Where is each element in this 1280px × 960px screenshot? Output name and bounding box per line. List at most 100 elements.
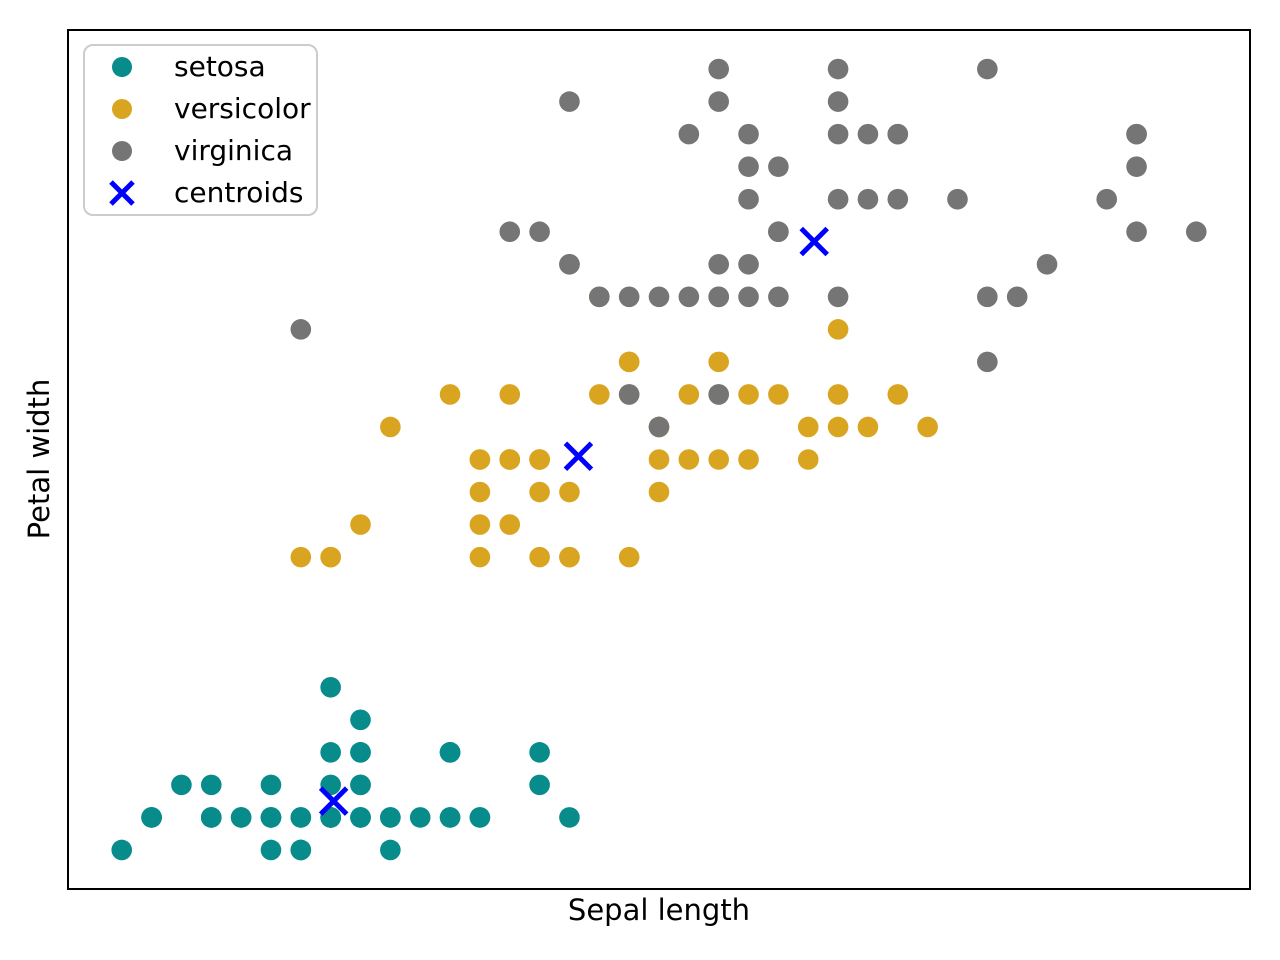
- data-point: [708, 351, 729, 373]
- data-point: [857, 123, 879, 145]
- legend: setosa versicolor virginica centroids: [83, 44, 318, 216]
- data-point: [290, 319, 312, 340]
- data-point: [171, 774, 192, 796]
- legend-label-centroids: centroids: [174, 176, 304, 209]
- data-point: [827, 123, 849, 145]
- data-point: [141, 807, 162, 828]
- data-point: [1036, 253, 1058, 275]
- legend-label-setosa: setosa: [174, 50, 266, 83]
- centroid-marker: [563, 441, 594, 472]
- data-point: [678, 286, 700, 308]
- data-point: [827, 91, 849, 112]
- data-point: [648, 481, 670, 503]
- series-setosa: [111, 676, 580, 861]
- x-axis-label: Sepal length: [567, 893, 751, 927]
- data-point: [260, 839, 282, 861]
- data-point: [200, 807, 222, 828]
- data-point: [887, 188, 909, 210]
- data-point: [1006, 286, 1028, 308]
- data-point: [827, 384, 849, 405]
- centroid-marker: [318, 786, 349, 816]
- data-point: [768, 221, 789, 243]
- legend-item-versicolor: versicolor: [85, 89, 316, 130]
- data-point: [738, 156, 759, 177]
- data-point: [499, 384, 521, 405]
- data-point: [230, 807, 252, 828]
- legend-item-setosa: setosa: [85, 47, 316, 88]
- data-point: [439, 384, 461, 405]
- data-point: [589, 286, 610, 308]
- data-point: [350, 774, 371, 796]
- data-point: [768, 286, 789, 308]
- data-point: [499, 514, 521, 535]
- data-point: [827, 58, 849, 80]
- data-point: [618, 384, 640, 405]
- data-point: [648, 286, 670, 308]
- data-point: [439, 807, 461, 828]
- data-point: [469, 807, 491, 828]
- virginica-dot-icon: [112, 141, 132, 161]
- data-point: [439, 742, 461, 763]
- data-point: [529, 546, 550, 568]
- data-point: [827, 319, 849, 340]
- centroid-marker: [799, 226, 829, 257]
- data-point: [977, 286, 998, 308]
- data-point: [738, 123, 759, 145]
- data-point: [350, 514, 371, 535]
- data-point: [469, 546, 491, 568]
- data-point: [678, 384, 700, 405]
- data-point: [857, 188, 879, 210]
- legend-item-virginica: virginica: [85, 131, 316, 172]
- data-point: [380, 416, 401, 438]
- data-point: [797, 449, 819, 470]
- data-point: [499, 449, 521, 470]
- data-point: [290, 546, 312, 568]
- data-point: [559, 91, 580, 112]
- data-point: [559, 481, 580, 503]
- data-point: [469, 449, 491, 470]
- data-point: [559, 807, 580, 828]
- data-point: [827, 286, 849, 308]
- data-point: [529, 449, 550, 470]
- data-point: [409, 807, 431, 828]
- data-point: [350, 807, 371, 828]
- data-point: [469, 481, 491, 503]
- data-point: [738, 449, 759, 470]
- data-point: [350, 742, 371, 763]
- data-point: [618, 546, 640, 568]
- data-point: [708, 384, 729, 405]
- axes-frame: [67, 29, 1251, 890]
- data-point: [350, 709, 371, 731]
- data-point: [290, 807, 312, 828]
- series-centroids: [318, 226, 829, 816]
- legend-item-centroids: centroids: [85, 173, 316, 214]
- data-point: [768, 156, 789, 177]
- data-point: [1126, 156, 1147, 177]
- series-virginica: [290, 58, 1207, 438]
- data-point: [499, 221, 521, 243]
- data-point: [768, 384, 789, 405]
- data-point: [529, 221, 550, 243]
- data-point: [678, 449, 700, 470]
- data-point: [618, 351, 640, 373]
- data-point: [917, 416, 938, 438]
- data-point: [260, 807, 282, 828]
- data-point: [111, 839, 133, 861]
- data-point: [320, 546, 341, 568]
- data-point: [738, 253, 759, 275]
- data-point: [380, 839, 401, 861]
- data-point: [380, 807, 401, 828]
- series-versicolor: [290, 286, 938, 568]
- data-point: [708, 253, 729, 275]
- data-point: [977, 58, 998, 80]
- data-point: [618, 286, 640, 308]
- data-point: [887, 384, 909, 405]
- data-point: [559, 253, 580, 275]
- data-point: [857, 416, 879, 438]
- data-point: [708, 58, 729, 80]
- data-point: [738, 384, 759, 405]
- data-point: [1185, 221, 1207, 243]
- data-point: [648, 449, 670, 470]
- data-point: [469, 514, 491, 535]
